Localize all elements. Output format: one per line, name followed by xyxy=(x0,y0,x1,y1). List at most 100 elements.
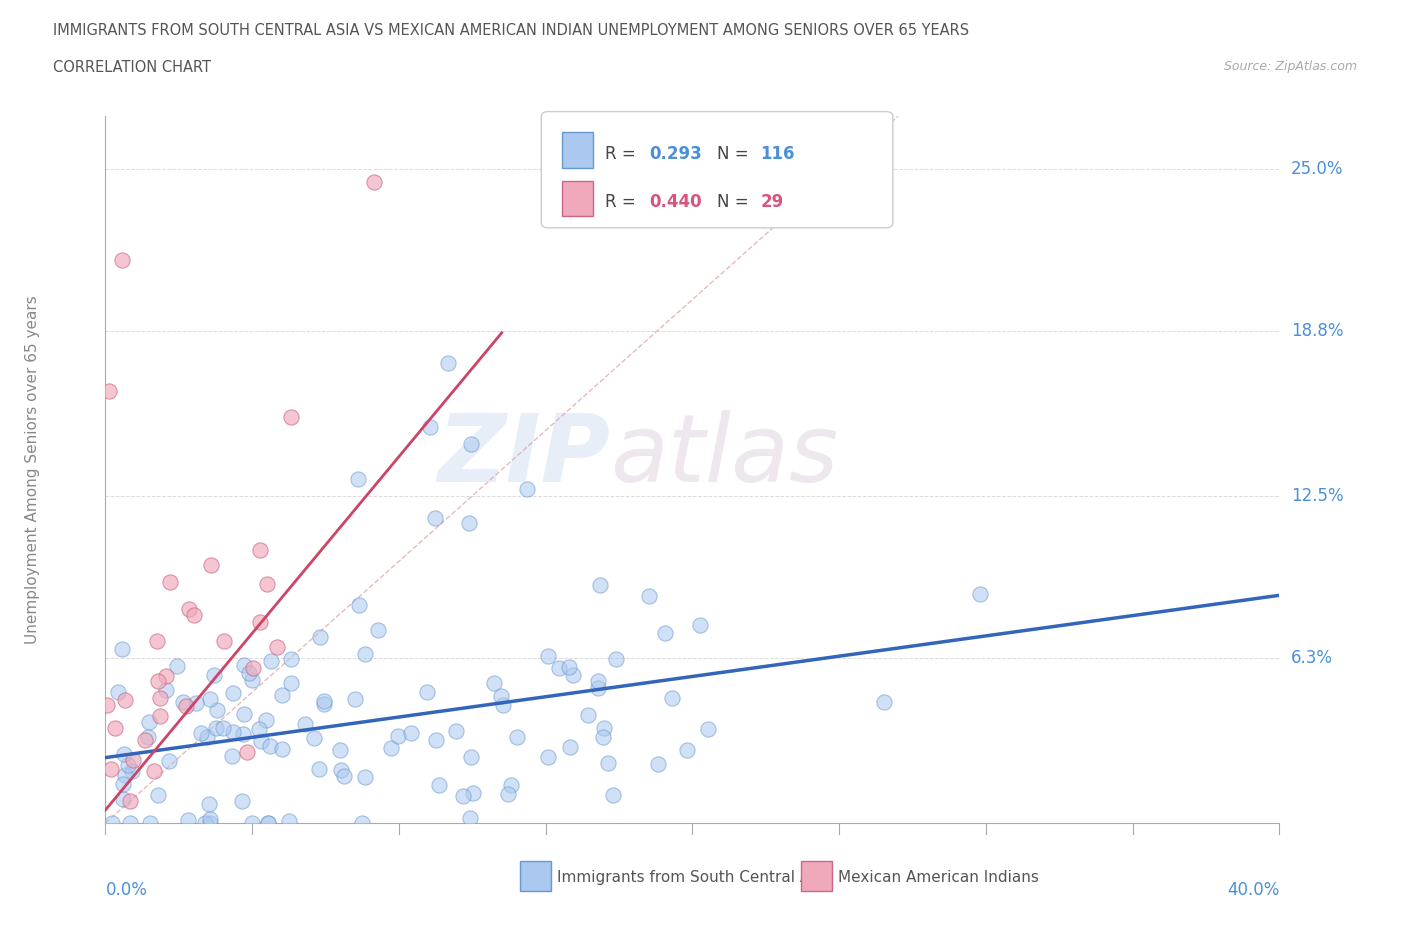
Text: Immigrants from South Central Asia: Immigrants from South Central Asia xyxy=(557,870,832,884)
Point xyxy=(200,692,222,707)
Point xyxy=(183,607,205,622)
Text: R =: R = xyxy=(605,145,641,163)
Point xyxy=(363,174,385,189)
Point xyxy=(592,729,614,744)
Text: ZIP: ZIP xyxy=(437,409,610,501)
Point xyxy=(148,690,170,705)
Point xyxy=(277,814,299,829)
Point xyxy=(249,614,271,629)
Point xyxy=(148,674,170,689)
Point xyxy=(387,728,409,743)
Point xyxy=(200,557,222,572)
Point xyxy=(280,410,302,425)
Point xyxy=(444,724,467,738)
Point xyxy=(174,699,197,714)
Text: 0.293: 0.293 xyxy=(650,145,703,163)
Point xyxy=(586,674,609,689)
Point xyxy=(222,685,245,700)
Point xyxy=(661,691,683,706)
Point xyxy=(112,791,135,806)
Point xyxy=(638,589,661,604)
Text: CORRELATION CHART: CORRELATION CHART xyxy=(53,60,211,75)
Point xyxy=(280,675,302,690)
Text: 116: 116 xyxy=(761,145,796,163)
Point xyxy=(212,634,235,649)
Text: N =: N = xyxy=(717,145,754,163)
Point xyxy=(121,764,143,778)
Point xyxy=(166,658,188,673)
Point xyxy=(232,726,254,741)
Point xyxy=(212,721,235,736)
Text: Unemployment Among Seniors over 65 years: Unemployment Among Seniors over 65 years xyxy=(24,296,39,644)
Text: R =: R = xyxy=(605,193,641,211)
Point xyxy=(142,764,165,778)
Point xyxy=(333,769,356,784)
Point xyxy=(118,793,141,808)
Point xyxy=(146,788,169,803)
Point xyxy=(489,688,512,703)
Point xyxy=(266,640,288,655)
Point xyxy=(112,746,135,761)
Point xyxy=(198,816,221,830)
Point xyxy=(186,696,208,711)
Point xyxy=(354,646,377,661)
Point xyxy=(576,708,599,723)
Point xyxy=(589,578,612,592)
Text: Source: ZipAtlas.com: Source: ZipAtlas.com xyxy=(1223,60,1357,73)
Point xyxy=(460,436,482,451)
Point xyxy=(233,707,256,722)
Point xyxy=(112,777,135,791)
Point xyxy=(312,694,335,709)
Point xyxy=(329,742,352,757)
Point xyxy=(499,777,522,792)
Point xyxy=(380,740,402,755)
Point xyxy=(176,813,198,828)
Point xyxy=(98,384,121,399)
Point xyxy=(249,734,271,749)
Point xyxy=(353,770,375,785)
Point xyxy=(689,618,711,633)
Point xyxy=(242,660,264,675)
Point xyxy=(190,725,212,740)
Text: 0.440: 0.440 xyxy=(650,193,702,211)
Point xyxy=(458,811,481,826)
Point xyxy=(138,730,160,745)
Point xyxy=(138,714,160,729)
Point xyxy=(254,712,277,727)
Point xyxy=(969,587,991,602)
Text: IMMIGRANTS FROM SOUTH CENTRAL ASIA VS MEXICAN AMERICAN INDIAN UNEMPLOYMENT AMONG: IMMIGRANTS FROM SOUTH CENTRAL ASIA VS ME… xyxy=(53,23,970,38)
Point xyxy=(516,481,538,496)
Point xyxy=(537,750,560,764)
Point xyxy=(605,651,627,666)
Point xyxy=(256,816,278,830)
Point xyxy=(451,789,474,804)
Point xyxy=(873,695,896,710)
Point xyxy=(207,702,229,717)
Point xyxy=(240,672,263,687)
Point xyxy=(536,649,558,664)
Point xyxy=(418,419,440,434)
Point xyxy=(270,741,292,756)
Point xyxy=(155,669,177,684)
Point xyxy=(423,511,446,525)
Point xyxy=(330,763,353,777)
Text: 0.0%: 0.0% xyxy=(105,881,148,898)
Point xyxy=(308,762,330,777)
Point xyxy=(492,698,515,712)
Point xyxy=(173,695,195,710)
Point xyxy=(96,698,118,712)
Point xyxy=(260,654,283,669)
Point xyxy=(697,722,720,737)
Point xyxy=(120,816,142,830)
Point xyxy=(482,675,505,690)
Point xyxy=(221,749,243,764)
Text: 12.5%: 12.5% xyxy=(1291,486,1344,505)
Text: 6.3%: 6.3% xyxy=(1291,649,1333,667)
Point xyxy=(179,601,201,616)
Text: 29: 29 xyxy=(761,193,785,211)
Point xyxy=(460,750,482,764)
Point xyxy=(231,793,253,808)
Point xyxy=(238,665,260,680)
Point xyxy=(110,253,132,268)
Point xyxy=(202,668,225,683)
